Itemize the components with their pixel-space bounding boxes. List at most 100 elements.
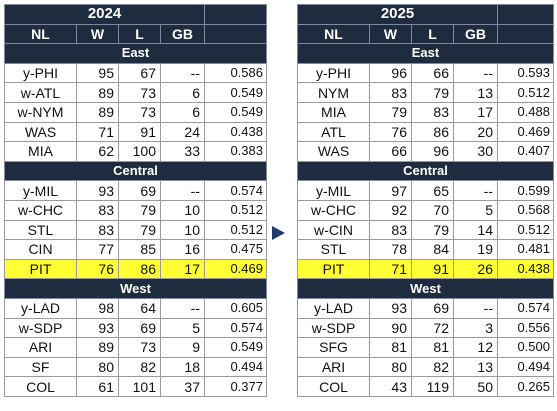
col-header-gb: GB xyxy=(160,23,205,45)
losses-cell: 84 xyxy=(411,239,454,260)
team-cell: STL xyxy=(4,219,77,241)
table-row: WAS 71 91 24 0.438 xyxy=(4,121,267,143)
team-cell: COL xyxy=(297,376,370,397)
games-back-cell: 26 xyxy=(453,258,498,280)
games-back-cell: -- xyxy=(160,297,205,319)
team-cell: SFG xyxy=(297,337,370,358)
team-cell: y-MIL xyxy=(297,180,370,201)
games-back-cell: 17 xyxy=(160,258,205,280)
games-back-cell: -- xyxy=(453,297,498,319)
win-pct-cell: 0.488 xyxy=(497,101,554,123)
division-name: West xyxy=(297,278,554,299)
wins-cell: 71 xyxy=(76,121,119,143)
table-row: y-LAD 93 69 -- 0.574 xyxy=(297,297,554,319)
losses-cell: 91 xyxy=(411,258,454,280)
table-row: w-NYM 89 73 6 0.549 xyxy=(4,101,267,123)
team-cell: CIN xyxy=(4,239,77,260)
standings-table-2024: 2024 NL W L GB East y-PHI 95 67 -- 0.586 w-ATL… xyxy=(4,4,267,397)
table-row: w-CHC 83 79 10 0.512 xyxy=(4,199,267,221)
win-pct-cell: 0.574 xyxy=(204,180,267,201)
table-row: PIT 71 91 26 0.438 xyxy=(297,258,554,280)
division-header-row: West xyxy=(4,278,267,299)
column-header-row: NL W L GB xyxy=(4,23,267,45)
table-row: w-ATL 89 73 6 0.549 xyxy=(4,82,267,103)
win-pct-cell: 0.475 xyxy=(204,239,267,260)
losses-cell: 91 xyxy=(118,121,161,143)
team-cell: w-SDP xyxy=(4,317,77,339)
division-header-row: East xyxy=(4,43,267,64)
division-name: East xyxy=(297,43,554,64)
win-pct-cell: 0.500 xyxy=(497,337,554,358)
team-cell: PIT xyxy=(297,258,370,280)
header-blank xyxy=(204,4,267,25)
header-blank xyxy=(497,4,554,25)
team-cell: COL xyxy=(4,376,77,397)
wins-cell: 80 xyxy=(76,356,119,378)
wins-cell: 89 xyxy=(76,101,119,123)
losses-cell: 86 xyxy=(118,258,161,280)
table-row: SFG 81 81 12 0.500 xyxy=(297,337,554,358)
team-cell: w-CHC xyxy=(4,199,77,221)
team-cell: WAS xyxy=(4,121,77,143)
losses-cell: 86 xyxy=(411,121,454,143)
table-row: w-SDP 93 69 5 0.574 xyxy=(4,317,267,339)
year-label: 2024 xyxy=(4,4,205,25)
table-row: MIA 62 100 33 0.383 xyxy=(4,141,267,162)
division-name: Central xyxy=(4,160,267,182)
team-cell: MIA xyxy=(4,141,77,162)
division-name: West xyxy=(4,278,267,299)
games-back-cell: 13 xyxy=(453,82,498,103)
wins-cell: 80 xyxy=(369,356,412,378)
games-back-cell: -- xyxy=(160,62,205,84)
games-back-cell: 6 xyxy=(160,101,205,123)
losses-cell: 79 xyxy=(118,219,161,241)
column-header-row: NL W L GB xyxy=(297,23,554,45)
wins-cell: 43 xyxy=(369,376,412,397)
games-back-cell: 9 xyxy=(160,337,205,358)
losses-cell: 85 xyxy=(118,239,161,260)
table-row: STL 83 79 10 0.512 xyxy=(4,219,267,241)
losses-cell: 79 xyxy=(411,219,454,241)
table-row: y-PHI 96 66 -- 0.593 xyxy=(297,62,554,84)
team-cell: ATL xyxy=(297,121,370,143)
games-back-cell: 5 xyxy=(160,317,205,339)
table-row: w-CIN 83 79 14 0.512 xyxy=(297,219,554,241)
losses-cell: 83 xyxy=(411,101,454,123)
col-header-l: L xyxy=(411,23,454,45)
division-name: Central xyxy=(297,160,554,182)
col-header-nl: NL xyxy=(297,23,370,45)
wins-cell: 92 xyxy=(369,199,412,221)
wins-cell: 96 xyxy=(369,62,412,84)
games-back-cell: 12 xyxy=(453,337,498,358)
team-cell: ARI xyxy=(297,356,370,378)
wins-cell: 90 xyxy=(369,317,412,339)
games-back-cell: -- xyxy=(453,62,498,84)
team-cell: PIT xyxy=(4,258,77,280)
table-row: y-MIL 93 69 -- 0.574 xyxy=(4,180,267,201)
losses-cell: 70 xyxy=(411,199,454,221)
col-header-w: W xyxy=(369,23,412,45)
games-back-cell: 6 xyxy=(160,82,205,103)
wins-cell: 83 xyxy=(76,219,119,241)
wins-cell: 89 xyxy=(76,82,119,103)
wins-cell: 78 xyxy=(369,239,412,260)
win-pct-cell: 0.494 xyxy=(497,356,554,378)
losses-cell: 82 xyxy=(118,356,161,378)
losses-cell: 69 xyxy=(118,180,161,201)
win-pct-cell: 0.574 xyxy=(497,297,554,319)
table-row: y-PHI 95 67 -- 0.586 xyxy=(4,62,267,84)
wins-cell: 61 xyxy=(76,376,119,397)
team-cell: WAS xyxy=(297,141,370,162)
col-header-nl: NL xyxy=(4,23,77,45)
year-header-row: 2025 xyxy=(297,4,554,25)
win-pct-cell: 0.568 xyxy=(497,199,554,221)
win-pct-cell: 0.407 xyxy=(497,141,554,162)
win-pct-cell: 0.377 xyxy=(204,376,267,397)
wins-cell: 95 xyxy=(76,62,119,84)
games-back-cell: 30 xyxy=(453,141,498,162)
wins-cell: 76 xyxy=(76,258,119,280)
col-header-gb: GB xyxy=(453,23,498,45)
win-pct-cell: 0.586 xyxy=(204,62,267,84)
win-pct-cell: 0.593 xyxy=(497,62,554,84)
team-cell: w-SDP xyxy=(297,317,370,339)
